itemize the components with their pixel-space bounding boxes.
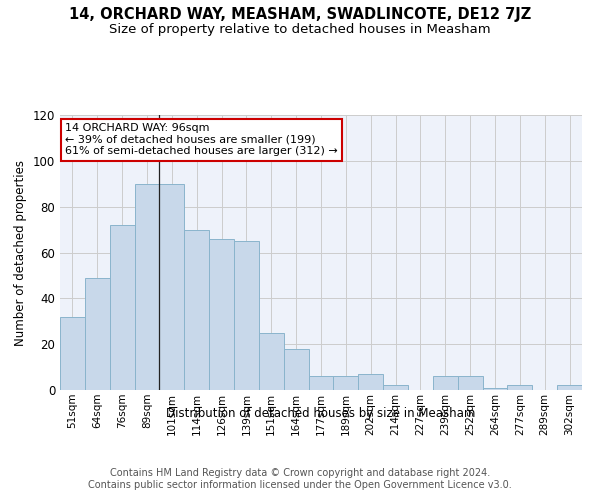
Bar bbox=[134, 184, 160, 390]
Text: Contains public sector information licensed under the Open Government Licence v3: Contains public sector information licen… bbox=[88, 480, 512, 490]
Y-axis label: Number of detached properties: Number of detached properties bbox=[14, 160, 27, 346]
Text: Size of property relative to detached houses in Measham: Size of property relative to detached ho… bbox=[109, 22, 491, 36]
Bar bbox=[284, 349, 308, 390]
Bar bbox=[334, 376, 358, 390]
Bar bbox=[259, 332, 284, 390]
Text: 14 ORCHARD WAY: 96sqm
← 39% of detached houses are smaller (199)
61% of semi-det: 14 ORCHARD WAY: 96sqm ← 39% of detached … bbox=[65, 123, 338, 156]
Bar bbox=[458, 376, 482, 390]
Bar bbox=[234, 241, 259, 390]
Bar bbox=[557, 386, 582, 390]
Bar bbox=[85, 278, 110, 390]
Text: Contains HM Land Registry data © Crown copyright and database right 2024.: Contains HM Land Registry data © Crown c… bbox=[110, 468, 490, 477]
Bar bbox=[358, 374, 383, 390]
Bar bbox=[433, 376, 458, 390]
Bar bbox=[184, 230, 209, 390]
Bar bbox=[308, 376, 334, 390]
Text: 14, ORCHARD WAY, MEASHAM, SWADLINCOTE, DE12 7JZ: 14, ORCHARD WAY, MEASHAM, SWADLINCOTE, D… bbox=[69, 8, 531, 22]
Bar bbox=[482, 388, 508, 390]
Bar bbox=[383, 386, 408, 390]
Bar bbox=[60, 316, 85, 390]
Text: Distribution of detached houses by size in Measham: Distribution of detached houses by size … bbox=[166, 408, 476, 420]
Bar bbox=[160, 184, 184, 390]
Bar bbox=[209, 239, 234, 390]
Bar bbox=[110, 225, 134, 390]
Bar bbox=[508, 386, 532, 390]
